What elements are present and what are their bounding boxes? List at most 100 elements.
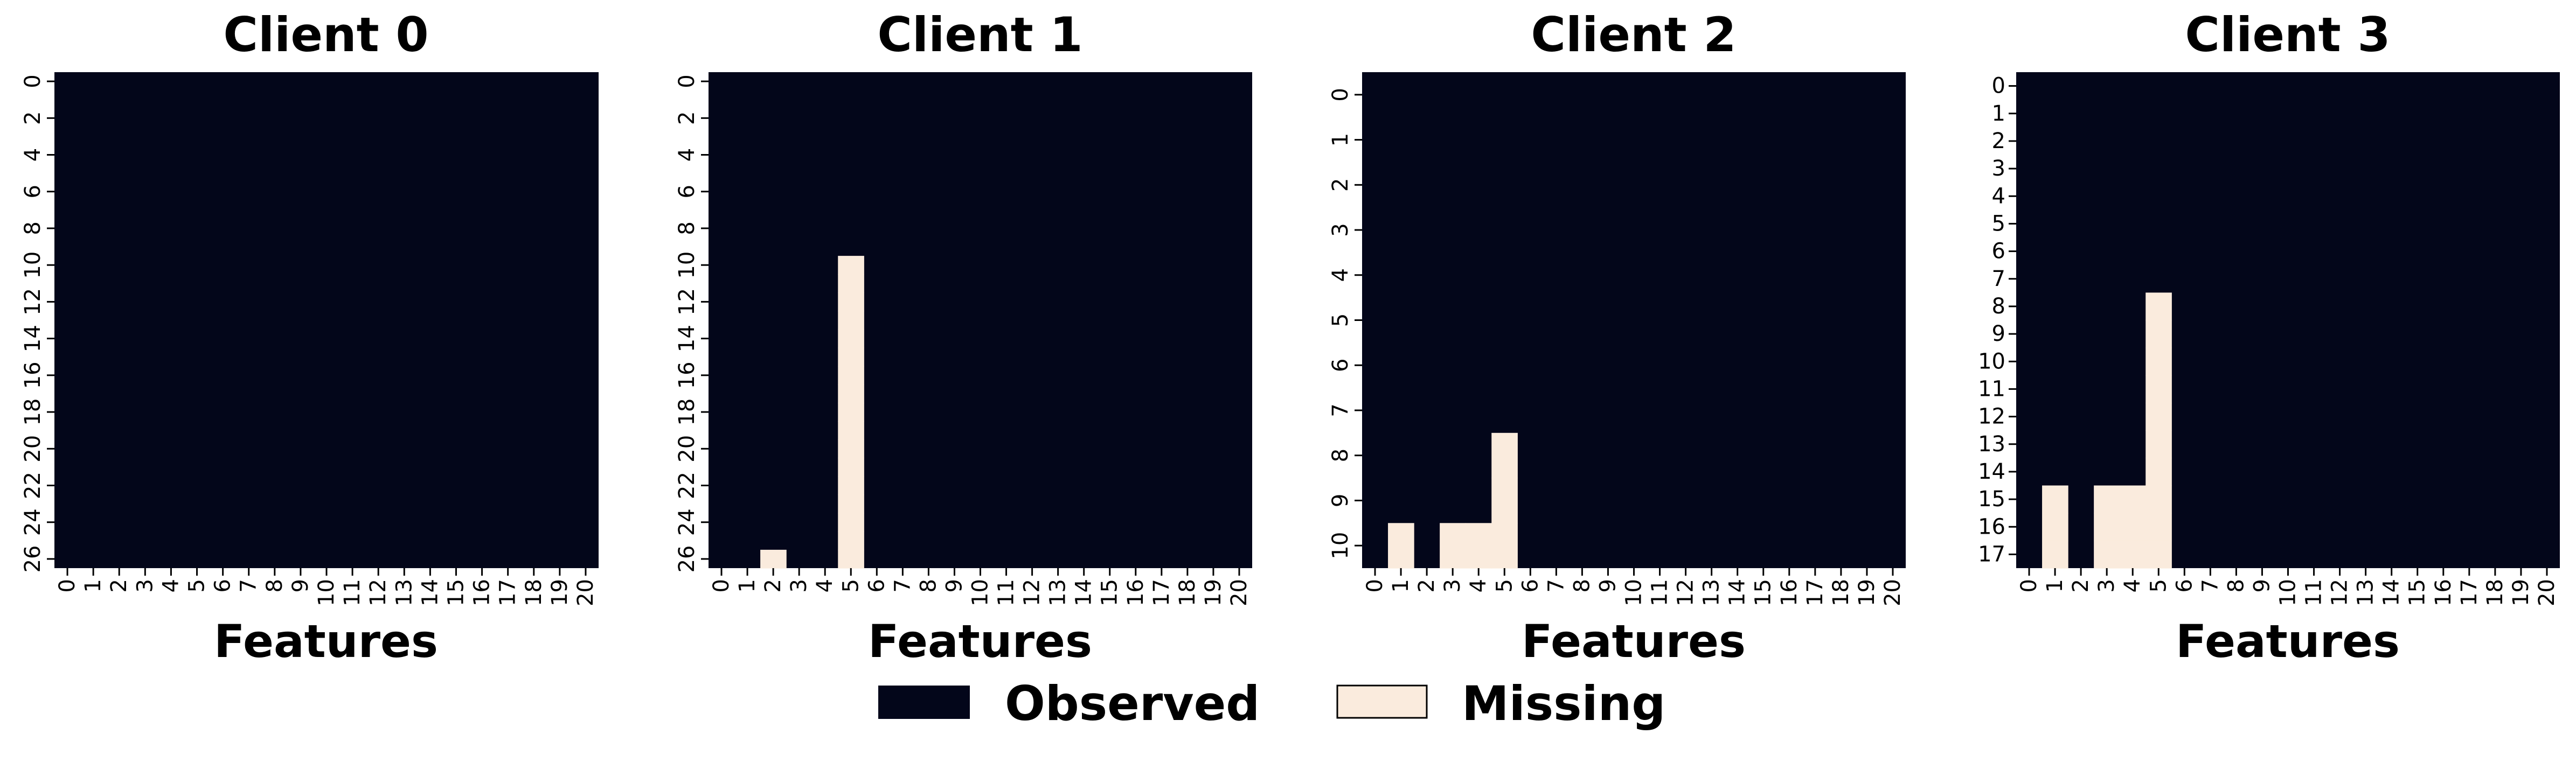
x-tick-label: 11 xyxy=(2302,579,2327,606)
x-axis-label: Features xyxy=(868,615,1092,668)
y-tick-label: 8 xyxy=(1328,449,1353,462)
panel-title: Client 0 xyxy=(223,7,428,62)
heatmap-observed-area xyxy=(54,72,599,568)
x-tick-label: 2 xyxy=(107,579,131,592)
y-tick-label: 18 xyxy=(20,399,45,426)
x-tick-label: 9 xyxy=(942,579,967,592)
x-tick-label: 3 xyxy=(1440,579,1465,592)
heatmap-missing-cell xyxy=(838,513,864,532)
x-tick-label: 6 xyxy=(1518,579,1543,592)
y-tick-label: 1 xyxy=(1992,101,2005,126)
x-tick-label: 10 xyxy=(314,579,339,606)
x-tick-label: 17 xyxy=(2457,579,2482,606)
y-tick-label: 17 xyxy=(1978,542,2005,567)
x-tick-label: 9 xyxy=(288,579,313,592)
x-tick-label: 14 xyxy=(1725,579,1750,606)
y-tick-label: 0 xyxy=(1992,74,2005,99)
x-tick-label: 11 xyxy=(340,579,365,606)
x-tick-label: 18 xyxy=(522,579,546,606)
x-tick-label: 20 xyxy=(1227,579,1252,606)
x-tick-label: 7 xyxy=(2198,579,2223,592)
y-tick-label: 6 xyxy=(675,185,699,198)
y-tick-label: 1 xyxy=(1328,133,1353,146)
y-tick-label: 13 xyxy=(1978,432,2005,457)
heatmap-missing-cell xyxy=(838,439,864,458)
y-tick-label: 24 xyxy=(675,508,699,536)
x-tick-label: 2 xyxy=(2068,579,2093,592)
y-tick-label: 26 xyxy=(675,545,699,572)
heatmap-missing-cell xyxy=(838,403,864,422)
heatmap-missing-cell xyxy=(1466,523,1492,569)
y-tick-label: 16 xyxy=(20,361,45,389)
x-tick-label: 19 xyxy=(547,579,572,606)
y-tick-label: 4 xyxy=(675,148,699,162)
legend-label-observed: Observed xyxy=(1005,676,1260,731)
y-tick-label: 3 xyxy=(1992,156,2005,181)
y-tick-label: 10 xyxy=(1978,349,2005,374)
heatmap-missing-cell xyxy=(838,458,864,477)
heatmap-missing-cell xyxy=(2145,458,2172,486)
heatmap-panel-client-0: Client 0 Features 0 1 2 3 4 5 6 7 8 9 10 11 12 13 14 15… xyxy=(20,7,599,668)
y-tick-label: 2 xyxy=(1328,178,1353,192)
x-tick-label: 12 xyxy=(1020,579,1045,606)
y-tick-label: 8 xyxy=(1992,294,2005,319)
x-tick-label: 16 xyxy=(1777,579,1802,606)
x-tick-label: 2 xyxy=(1414,579,1439,592)
x-tick-label: 0 xyxy=(1363,579,1387,592)
heatmap-missing-cell xyxy=(1388,523,1414,569)
y-tick-label: 14 xyxy=(1978,459,2005,484)
y-tick-label: 10 xyxy=(675,251,699,279)
x-tick-label: 10 xyxy=(2276,579,2301,606)
heatmap-missing-cell xyxy=(2094,540,2120,569)
y-tick-label: 0 xyxy=(1328,88,1353,101)
y-tick-label: 4 xyxy=(1992,184,2005,208)
y-tick-label: 20 xyxy=(675,435,699,463)
x-tick-label: 3 xyxy=(787,579,811,592)
y-tick-label: 15 xyxy=(1978,487,2005,512)
x-tick-label: 15 xyxy=(1098,579,1122,606)
x-tick-label: 20 xyxy=(1880,579,1905,606)
heatmap-missing-cell xyxy=(2042,485,2068,514)
x-axis-label: Features xyxy=(1522,615,1746,668)
panel-title: Client 2 xyxy=(1531,7,1736,62)
x-tick-label: 15 xyxy=(443,579,468,606)
x-tick-label: 18 xyxy=(2483,579,2508,606)
x-tick-label: 2 xyxy=(761,579,786,592)
heatmap-panel-client-2: Client 2 Features 0 1 2 3 4 5 6 7 8 9 10 11 12 13 14 15… xyxy=(1328,7,1906,668)
x-tick-label: 6 xyxy=(864,579,889,592)
legend-swatch-missing xyxy=(1336,684,1428,719)
y-tick-label: 9 xyxy=(1992,321,2005,346)
x-tick-label: 5 xyxy=(1492,579,1517,592)
y-tick-label: 8 xyxy=(675,221,699,235)
panel-title: Client 3 xyxy=(2185,7,2390,62)
x-tick-label: 4 xyxy=(813,579,837,592)
x-tick-label: 13 xyxy=(1699,579,1724,606)
y-tick-label: 12 xyxy=(675,288,699,316)
heatmap-missing-cell xyxy=(2145,320,2172,348)
y-tick-label: 6 xyxy=(20,185,45,198)
x-tick-label: 9 xyxy=(1595,579,1620,592)
heatmap-missing-cell xyxy=(1491,523,1518,569)
y-tick-label: 22 xyxy=(20,472,45,499)
x-tick-label: 20 xyxy=(573,579,598,606)
x-tick-label: 1 xyxy=(2043,579,2067,592)
x-tick-label: 16 xyxy=(2431,579,2456,606)
y-tick-label: 22 xyxy=(675,472,699,499)
heatmap-missing-cell xyxy=(760,549,787,569)
heatmap-missing-cell xyxy=(838,274,864,293)
y-tick-label: 5 xyxy=(1992,211,2005,236)
x-tick-label: 11 xyxy=(1648,579,1672,606)
x-tick-label: 15 xyxy=(2405,579,2430,606)
heatmap-missing-cell xyxy=(2145,485,2172,514)
y-tick-label: 2 xyxy=(675,111,699,125)
x-tick-label: 7 xyxy=(1544,579,1568,592)
x-tick-label: 18 xyxy=(1829,579,1853,606)
y-tick-label: 12 xyxy=(1978,404,2005,429)
panel-title: Client 1 xyxy=(877,7,1082,62)
x-tick-label: 17 xyxy=(1149,579,1174,606)
heatmap-missing-cell xyxy=(838,531,864,550)
heatmap-missing-cell xyxy=(838,329,864,348)
x-tick-label: 8 xyxy=(916,579,941,592)
y-tick-label: 9 xyxy=(1328,494,1353,507)
x-tick-label: 19 xyxy=(2509,579,2533,606)
